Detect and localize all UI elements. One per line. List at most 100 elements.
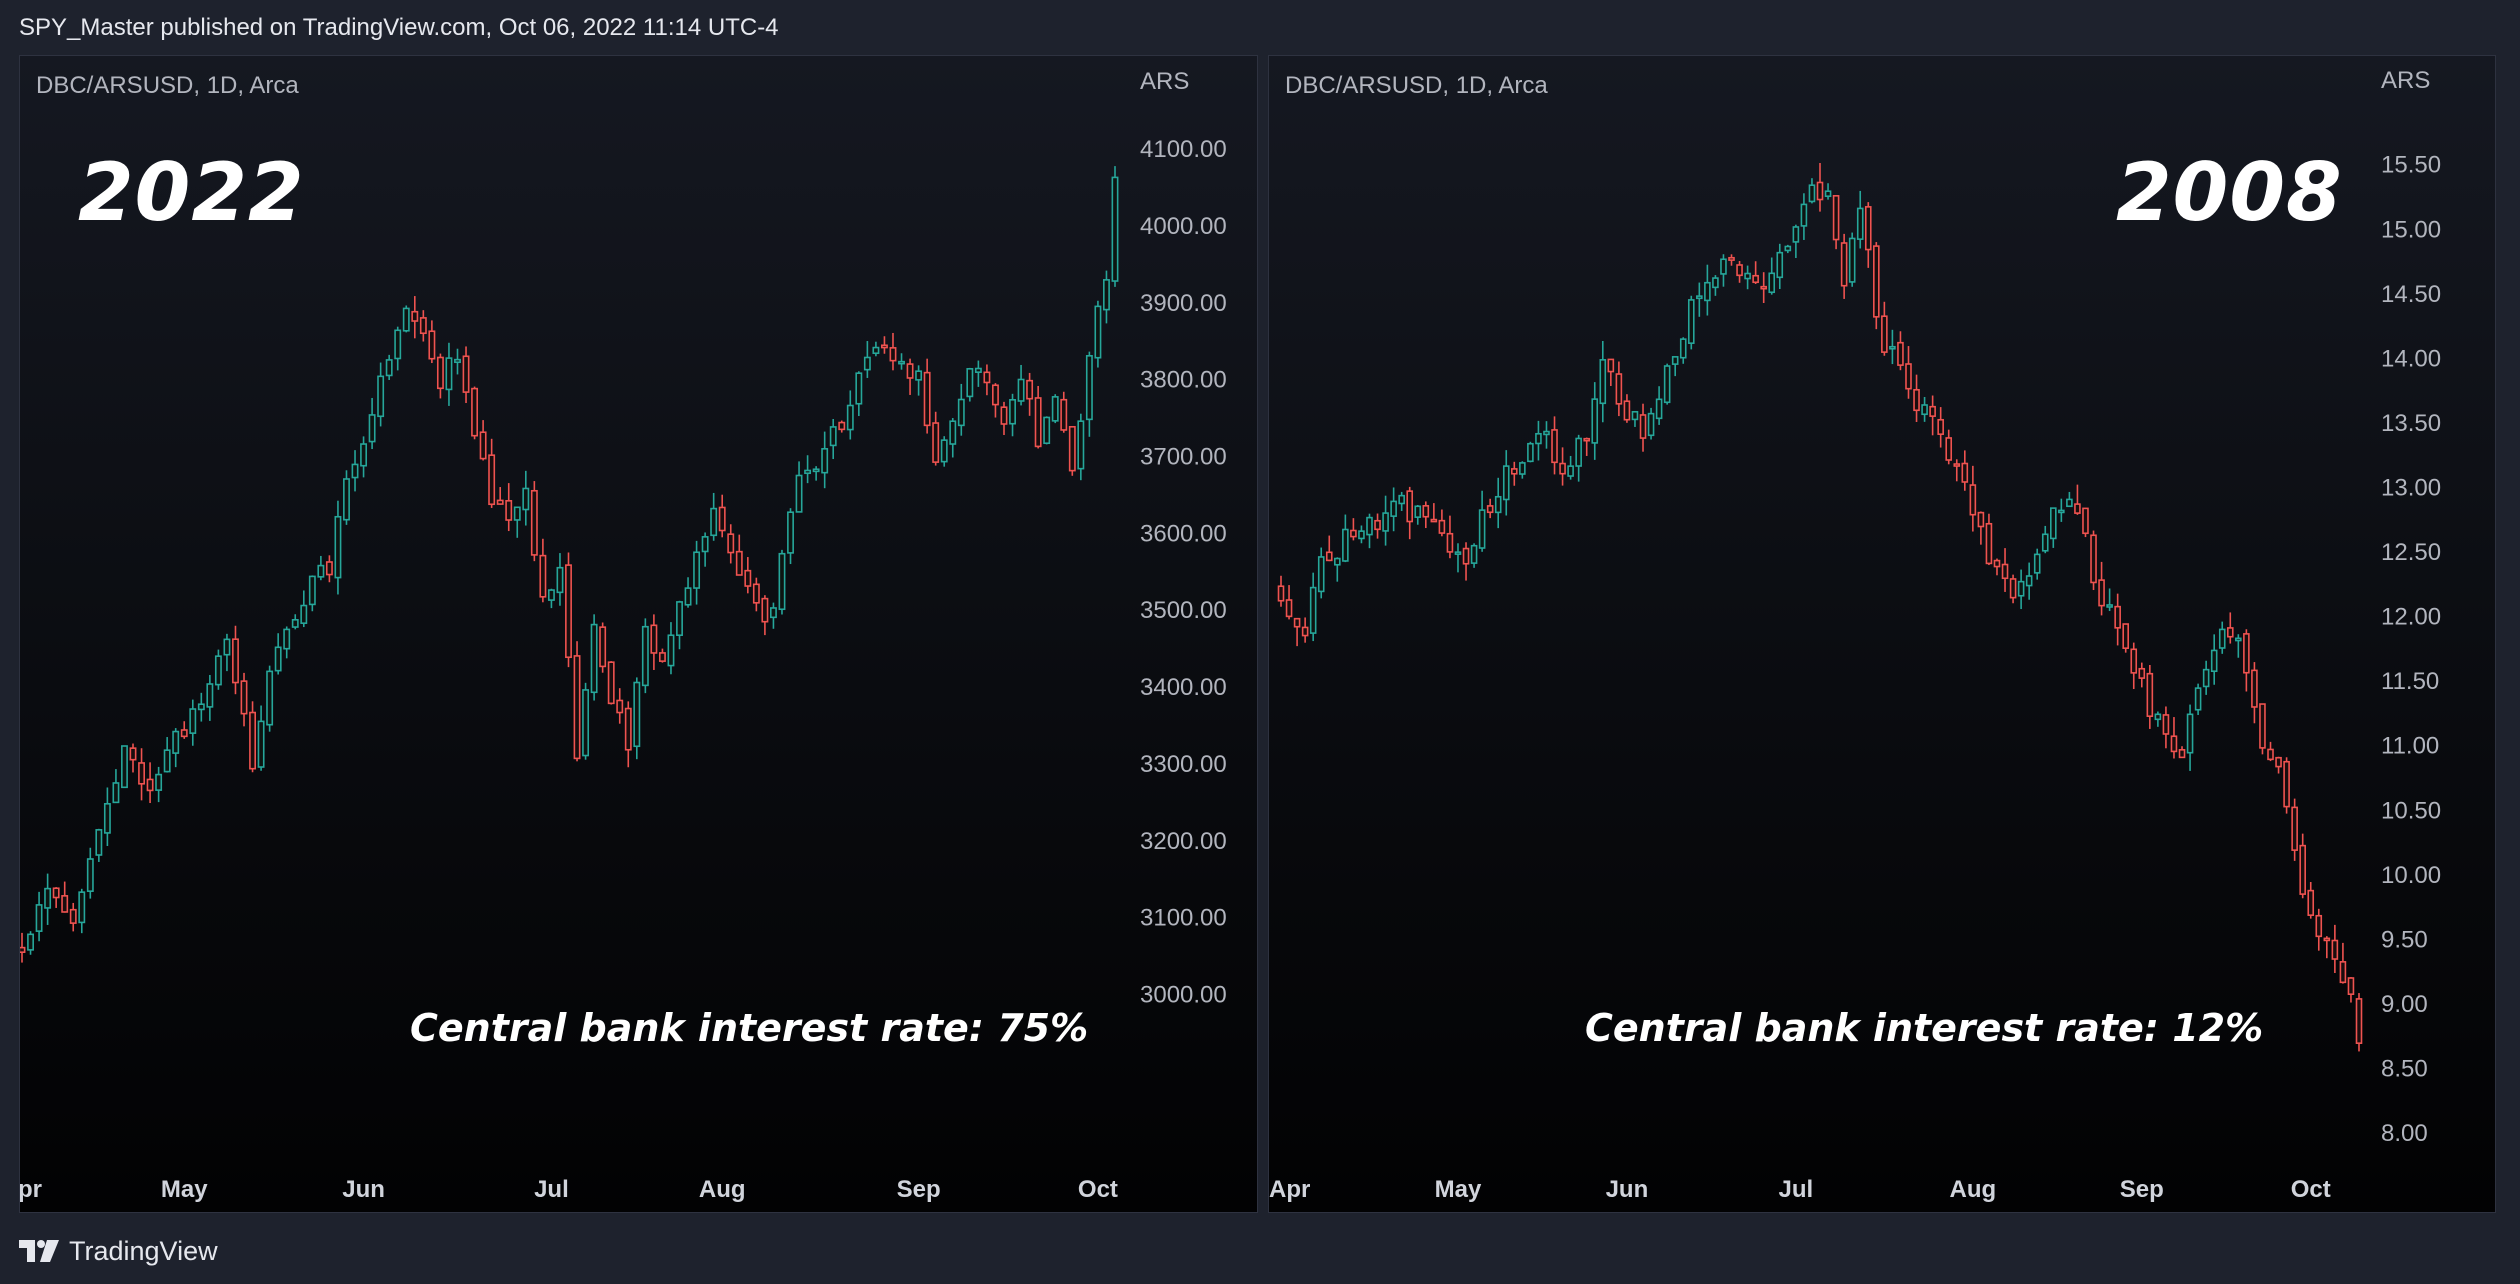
candle-body bbox=[1696, 295, 1703, 300]
candle bbox=[1696, 282, 1703, 317]
candlestick-chart-2008[interactable]: 15.50 15.00 14.50 14.00 13.50 13.00 12.50 12.00… bbox=[1269, 56, 2496, 1213]
candle-body bbox=[232, 638, 239, 684]
candle bbox=[206, 674, 214, 721]
candle bbox=[710, 492, 718, 541]
candle bbox=[607, 661, 615, 705]
candle bbox=[2275, 756, 2282, 774]
candle-body bbox=[2178, 749, 2186, 759]
candle bbox=[616, 688, 624, 724]
candle-body bbox=[2017, 580, 2025, 597]
candle bbox=[1478, 490, 1486, 552]
price-tick-label: 10.00 bbox=[2381, 862, 2441, 889]
candle bbox=[214, 649, 222, 690]
tradingview-footer[interactable]: TradingView bbox=[19, 1233, 218, 1269]
chart-panel-2022[interactable]: 4100.00 4000.00 3900.00 3800.00 3700.00 3600.… bbox=[19, 55, 1258, 1213]
candle bbox=[257, 705, 265, 771]
candle bbox=[957, 383, 965, 436]
candle bbox=[2283, 757, 2290, 814]
candle bbox=[1454, 543, 1462, 573]
candle-body bbox=[1800, 203, 1808, 227]
candle bbox=[735, 534, 743, 576]
candle bbox=[906, 358, 914, 395]
candle bbox=[2267, 741, 2274, 762]
candle bbox=[1494, 477, 1502, 529]
candle bbox=[1816, 162, 1824, 212]
candle bbox=[547, 588, 555, 609]
candle-body bbox=[505, 500, 513, 521]
candle-body bbox=[915, 370, 923, 381]
candle-body bbox=[530, 489, 538, 556]
candle bbox=[1559, 447, 1566, 486]
candle bbox=[1881, 301, 1888, 356]
candle-body bbox=[1977, 511, 1985, 528]
candle-body bbox=[1293, 617, 1301, 628]
candle-body bbox=[2275, 756, 2282, 768]
candle-body bbox=[2041, 533, 2049, 552]
candle bbox=[1889, 329, 1896, 365]
candle bbox=[1856, 190, 1864, 249]
candle-body bbox=[394, 329, 402, 360]
candle-body bbox=[343, 478, 350, 521]
candle bbox=[1017, 364, 1025, 406]
candle-body bbox=[2218, 628, 2226, 649]
interest-rate-annotation: Central bank interest rate: 75% bbox=[410, 1006, 1089, 1050]
candle-body bbox=[1599, 359, 1607, 405]
candle-body bbox=[522, 487, 530, 511]
candle-body bbox=[360, 443, 368, 467]
price-tick-label: 4100.00 bbox=[1140, 136, 1227, 163]
candle bbox=[1043, 416, 1051, 445]
month-label: pr bbox=[20, 1176, 42, 1203]
candle-body bbox=[992, 384, 999, 406]
candle-body bbox=[402, 307, 410, 332]
candle bbox=[1527, 441, 1534, 463]
candle-body bbox=[1647, 412, 1655, 437]
candle-body bbox=[804, 469, 812, 475]
candle bbox=[2162, 706, 2170, 749]
candle bbox=[479, 420, 487, 461]
chart-panel-2008[interactable]: 15.50 15.00 14.50 14.00 13.50 13.00 12.50 12.00… bbox=[1268, 55, 2496, 1213]
candle-body bbox=[1985, 522, 1993, 565]
candle bbox=[180, 721, 188, 739]
month-label: Oct bbox=[1078, 1176, 1118, 1203]
symbol-label: DBC/ARSUSD, 1D, Arca bbox=[36, 72, 299, 99]
candle bbox=[343, 470, 350, 525]
candle-body bbox=[1655, 398, 1663, 420]
candle bbox=[2347, 977, 2355, 1003]
month-label: Apr bbox=[1269, 1176, 1310, 1203]
candle bbox=[1639, 403, 1647, 452]
candle bbox=[1784, 244, 1792, 254]
candle bbox=[27, 931, 34, 955]
price-tick-label: 9.00 bbox=[2381, 991, 2428, 1018]
candle-body bbox=[1792, 226, 1800, 243]
candle bbox=[932, 411, 940, 466]
candle bbox=[121, 745, 128, 789]
candle bbox=[2098, 561, 2105, 616]
candle-body bbox=[565, 564, 572, 659]
price-tick-label: 13.50 bbox=[2381, 410, 2441, 437]
price-tick-label: 3900.00 bbox=[1140, 290, 1227, 317]
candle-body bbox=[1519, 462, 1526, 475]
candle bbox=[863, 341, 871, 378]
candle-body bbox=[2009, 578, 2017, 599]
candle-body bbox=[1937, 418, 1944, 435]
candle-body bbox=[1535, 432, 1542, 445]
price-tick-label: 3400.00 bbox=[1140, 674, 1227, 701]
candle-body bbox=[1068, 425, 1076, 472]
candle-body bbox=[829, 426, 837, 447]
candle bbox=[1414, 505, 1422, 525]
candle bbox=[1631, 410, 1639, 427]
candle bbox=[838, 420, 846, 433]
candle-body bbox=[1679, 338, 1687, 359]
candle-body bbox=[880, 344, 888, 349]
candle-body bbox=[27, 933, 34, 951]
price-tick-label: 3800.00 bbox=[1140, 367, 1227, 394]
candle-body bbox=[1502, 465, 1510, 501]
candle bbox=[940, 436, 948, 467]
candle-body bbox=[710, 507, 718, 537]
candle-body bbox=[2299, 844, 2306, 895]
candle-body bbox=[1864, 206, 1872, 251]
candle bbox=[317, 555, 325, 581]
candlestick-chart-2022[interactable]: 4100.00 4000.00 3900.00 3800.00 3700.00 3600.… bbox=[20, 56, 1258, 1213]
candle-body bbox=[932, 422, 940, 463]
candle-body bbox=[2243, 633, 2250, 674]
